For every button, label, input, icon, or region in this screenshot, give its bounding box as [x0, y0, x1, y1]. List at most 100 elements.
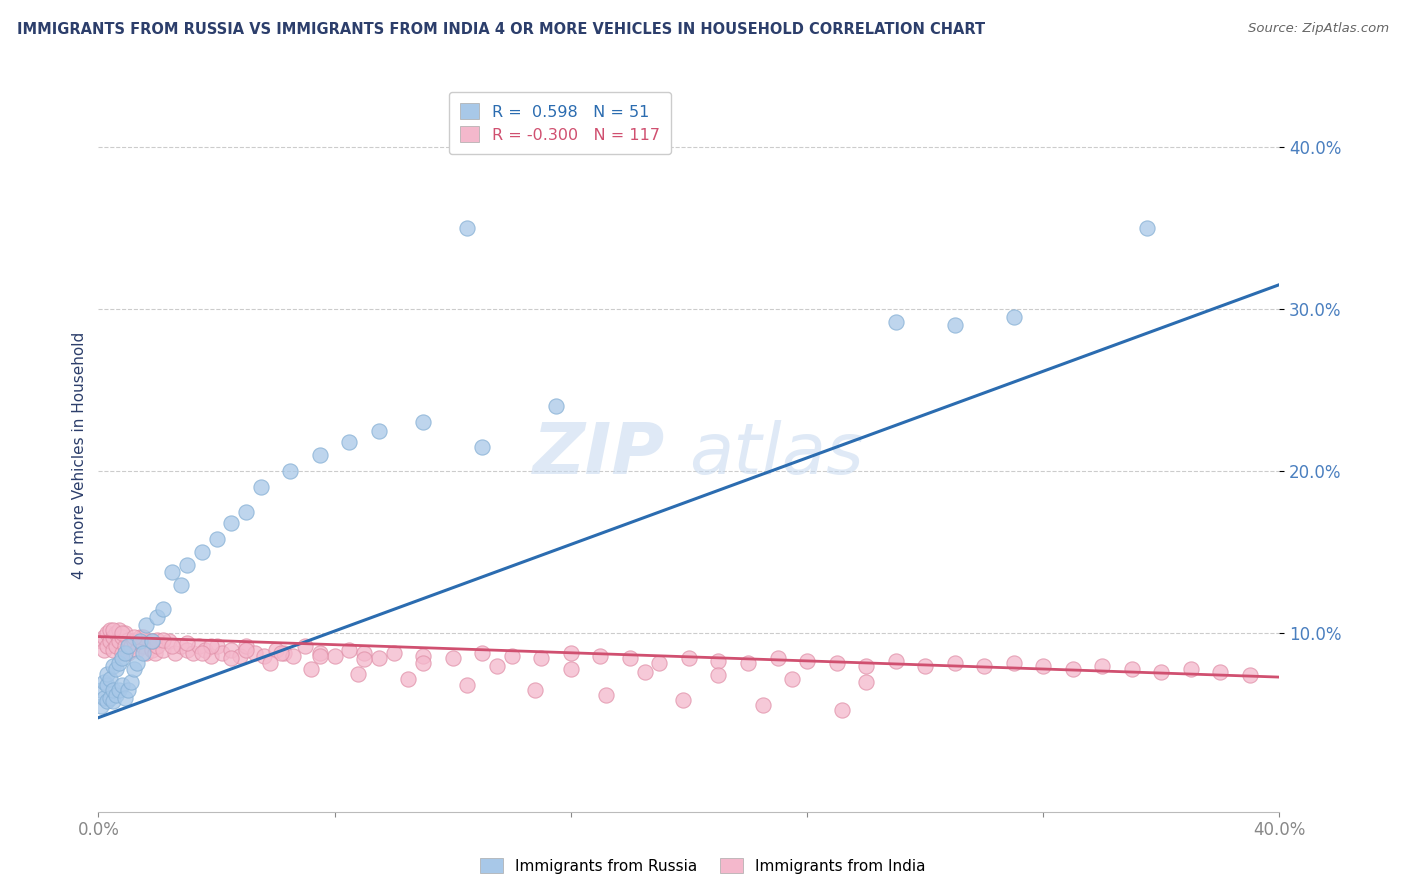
Point [165, 646, 187, 660]
Point [135, 646, 157, 660]
Point [152, 632, 174, 647]
Point [93, 691, 115, 706]
Point [200, 640, 222, 654]
Point [96, 694, 118, 708]
Point [339, 434, 361, 449]
Point [93, 675, 115, 690]
Point [141, 642, 163, 657]
Point [96, 626, 118, 640]
Text: IMMIGRANTS FROM RUSSIA VS IMMIGRANTS FROM INDIA 4 OR MORE VEHICLES IN HOUSEHOLD : IMMIGRANTS FROM RUSSIA VS IMMIGRANTS FRO… [17, 22, 986, 37]
Point [98, 623, 121, 637]
Text: ZIP: ZIP [533, 420, 665, 490]
Point [782, 672, 804, 686]
Point [589, 648, 612, 663]
Point [235, 642, 257, 657]
Point [825, 656, 848, 670]
Point [855, 658, 877, 673]
Point [323, 648, 346, 663]
Point [766, 650, 789, 665]
Point [205, 640, 228, 654]
Point [530, 650, 553, 665]
Legend: R =  0.598   N = 51, R = -0.300   N = 117: R = 0.598 N = 51, R = -0.300 N = 117 [449, 92, 671, 153]
Point [152, 602, 174, 616]
Point [111, 626, 134, 640]
Point [176, 636, 198, 650]
Point [1002, 310, 1025, 324]
Point [114, 626, 136, 640]
Point [117, 646, 139, 660]
Point [457, 220, 479, 235]
Point [471, 646, 494, 660]
Point [973, 658, 995, 673]
Point [1180, 662, 1202, 676]
Point [560, 662, 582, 676]
Point [707, 668, 730, 682]
Point [170, 577, 193, 591]
Point [90, 699, 112, 714]
Point [120, 675, 142, 690]
Point [103, 683, 125, 698]
Point [205, 533, 228, 547]
Point [191, 646, 214, 660]
Point [138, 634, 160, 648]
Point [243, 646, 266, 660]
Point [96, 640, 118, 654]
Point [471, 440, 494, 454]
Point [221, 642, 243, 657]
Point [122, 630, 145, 644]
Point [831, 702, 853, 716]
Point [122, 634, 145, 648]
Point [194, 642, 217, 657]
Point [1239, 668, 1261, 682]
Point [152, 642, 174, 657]
Point [270, 646, 292, 660]
Point [1121, 662, 1143, 676]
Point [855, 675, 877, 690]
Point [187, 640, 209, 654]
Point [111, 678, 134, 692]
Point [111, 650, 134, 665]
Point [93, 642, 115, 657]
Point [273, 646, 295, 660]
Point [1002, 656, 1025, 670]
Point [98, 634, 121, 648]
Point [441, 650, 464, 665]
Point [103, 642, 125, 657]
Point [412, 656, 434, 670]
Point [309, 646, 332, 660]
Point [146, 640, 169, 654]
Point [120, 640, 142, 654]
Point [309, 648, 332, 663]
Point [707, 654, 730, 668]
Point [132, 630, 155, 644]
Point [353, 652, 375, 666]
Point [114, 640, 136, 654]
Point [796, 654, 818, 668]
Point [170, 640, 193, 654]
Point [264, 642, 287, 657]
Point [211, 646, 233, 660]
Point [117, 632, 139, 647]
Point [339, 642, 361, 657]
Point [1136, 220, 1159, 235]
Point [96, 678, 118, 692]
Point [162, 565, 183, 579]
Point [634, 665, 657, 680]
Point [368, 424, 391, 438]
Point [619, 650, 641, 665]
Point [259, 656, 281, 670]
Point [353, 646, 375, 660]
Point [135, 618, 157, 632]
Point [105, 662, 128, 676]
Point [347, 666, 370, 681]
Point [181, 646, 204, 660]
Point [162, 640, 183, 654]
Point [253, 648, 276, 663]
Point [648, 656, 671, 670]
Point [132, 640, 155, 654]
Point [884, 654, 907, 668]
Point [103, 623, 125, 637]
Point [943, 656, 966, 670]
Point [90, 683, 112, 698]
Point [176, 642, 198, 657]
